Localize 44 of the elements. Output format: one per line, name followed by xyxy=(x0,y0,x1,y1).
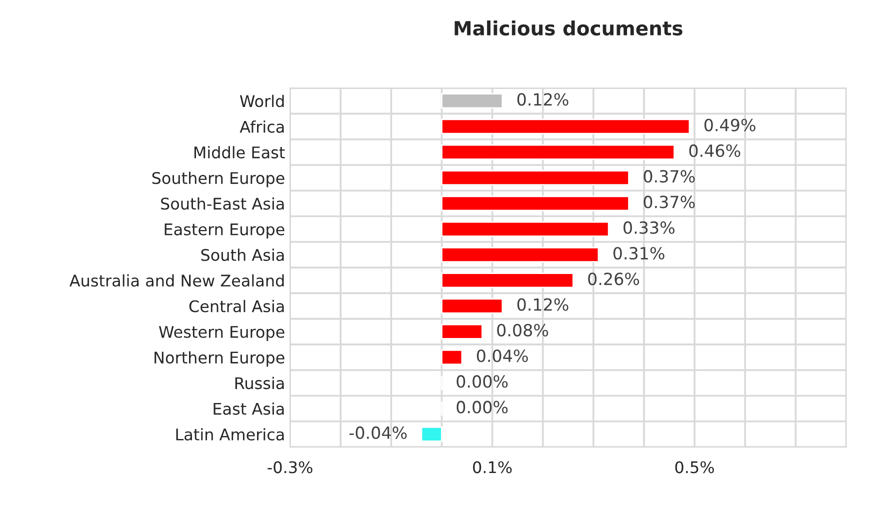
y-tick-label: Western Europe xyxy=(158,326,284,342)
data-label: 0.00% xyxy=(456,400,508,414)
bar xyxy=(441,298,504,314)
bar xyxy=(441,196,630,212)
y-tick-label: South-East Asia xyxy=(161,197,284,210)
data-label: 0.00% xyxy=(456,375,508,388)
data-label: 0.37% xyxy=(644,196,695,208)
y-tick-label: South Asia xyxy=(201,248,284,262)
y-tick-label: Latin America xyxy=(176,428,284,440)
data-label: 0.04% xyxy=(476,350,528,362)
bar xyxy=(441,221,610,237)
y-tick-label: Southern Europe xyxy=(152,172,284,188)
data-label: 0.08% xyxy=(497,324,548,336)
bar xyxy=(441,246,600,262)
chart-title: Malicious documents xyxy=(454,20,682,36)
bar xyxy=(420,426,442,442)
data-label: 0.31% xyxy=(613,246,664,260)
y-tick-label: Eastern Europe xyxy=(164,224,284,238)
data-label: 0.49% xyxy=(704,118,756,132)
bar xyxy=(441,144,675,160)
y-tick-label: Central Asia xyxy=(189,300,284,312)
bar xyxy=(441,324,483,340)
y-tick-label: World xyxy=(240,94,284,108)
y-tick-label: Middle East xyxy=(194,146,285,158)
bar xyxy=(441,272,574,288)
bar xyxy=(441,118,690,134)
bar xyxy=(441,170,630,186)
data-label: 0.26% xyxy=(588,272,640,286)
data-label: 0.46% xyxy=(689,144,740,157)
x-tick-label: 0.1% xyxy=(473,461,512,474)
bar xyxy=(441,350,463,366)
y-tick-label: Russia xyxy=(235,376,284,390)
bar xyxy=(441,93,504,109)
y-tick-label: Northern Europe xyxy=(154,351,284,367)
y-tick-label: Africa xyxy=(240,120,284,133)
data-label: 0.12% xyxy=(517,93,568,106)
data-label: 0.37% xyxy=(644,170,695,183)
x-tick-label: -0.3% xyxy=(268,461,312,474)
x-tick-label: 0.5% xyxy=(675,461,714,474)
data-label: 0.12% xyxy=(517,298,568,311)
data-label: -0.04% xyxy=(349,426,407,440)
y-tick-label: East Asia xyxy=(214,402,284,415)
y-tick-label: Australia and New Zealand xyxy=(70,274,284,287)
data-label: 0.33% xyxy=(624,221,674,234)
